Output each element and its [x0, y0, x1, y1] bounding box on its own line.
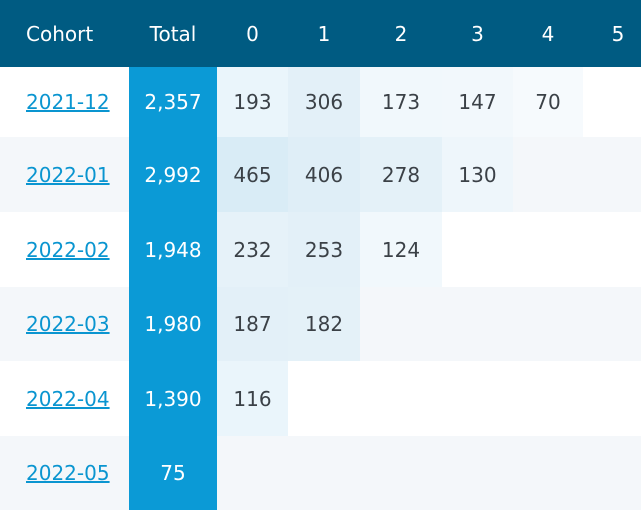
value-cell — [583, 137, 641, 212]
header-period-1[interactable]: 1 — [317, 21, 331, 46]
cohort-cell: 2022-05 — [0, 436, 129, 510]
value-cell: 253 — [288, 212, 360, 287]
value-cell — [513, 361, 583, 436]
value-cell — [360, 436, 442, 510]
value-cell — [442, 287, 513, 361]
table-row: 2022-03 1,980 187 182 — [0, 287, 641, 361]
table-row: 2022-04 1,390 116 — [0, 361, 641, 436]
cohort-cell: 2022-01 — [0, 137, 129, 212]
cohort-cell: 2021-12 — [0, 67, 129, 137]
value-cell — [513, 287, 583, 361]
value-cell: 173 — [360, 67, 442, 137]
table-row: 2022-01 2,992 465 406 278 130 — [0, 137, 641, 212]
table-row: 2022-05 75 — [0, 436, 641, 510]
header-period-2[interactable]: 2 — [394, 21, 408, 46]
value-cell: 232 — [217, 212, 288, 287]
value-cell — [583, 67, 641, 137]
value-cell: 116 — [217, 361, 288, 436]
header-period-3[interactable]: 3 — [471, 21, 484, 46]
table-header: Cohort Total 0 1 2 3 4 5 — [0, 0, 641, 67]
cohort-link[interactable]: 2022-05 — [26, 461, 110, 485]
value-cell: 182 — [288, 287, 360, 361]
value-cell — [288, 436, 360, 510]
header-cohort[interactable]: Cohort — [26, 21, 94, 46]
total-cell: 1,948 — [129, 212, 217, 287]
total-cell: 1,980 — [129, 287, 217, 361]
header-period-5[interactable]: 5 — [611, 21, 625, 46]
value-cell: 130 — [442, 137, 513, 212]
value-cell: 70 — [513, 67, 583, 137]
value-cell — [360, 361, 442, 436]
cohort-link[interactable]: 2022-01 — [26, 162, 110, 187]
value-cell — [442, 361, 513, 436]
value-cell — [583, 436, 641, 510]
header-period-0[interactable]: 0 — [246, 21, 259, 46]
value-cell: 465 — [217, 137, 288, 212]
cohort-link[interactable]: 2022-02 — [26, 237, 110, 262]
total-cell: 75 — [129, 436, 217, 510]
table-row: 2022-02 1,948 232 253 124 — [0, 212, 641, 287]
table-row: 2021-12 2,357 193 306 173 147 70 — [0, 67, 641, 137]
value-cell — [513, 212, 583, 287]
cohort-link[interactable]: 2021-12 — [26, 90, 110, 114]
header-total[interactable]: Total — [149, 21, 197, 46]
value-cell — [288, 361, 360, 436]
total-cell: 1,390 — [129, 361, 217, 436]
cohort-cell: 2022-03 — [0, 287, 129, 361]
cohort-link[interactable]: 2022-03 — [26, 312, 110, 336]
cohort-cell: 2022-04 — [0, 361, 129, 436]
value-cell: 306 — [288, 67, 360, 137]
value-cell — [513, 436, 583, 510]
cohort-link[interactable]: 2022-04 — [26, 386, 110, 411]
value-cell: 147 — [442, 67, 513, 137]
total-cell: 2,992 — [129, 137, 217, 212]
value-cell: 193 — [217, 67, 288, 137]
value-cell — [583, 212, 641, 287]
total-cell: 2,357 — [129, 67, 217, 137]
value-cell — [217, 436, 288, 510]
cohort-cell: 2022-02 — [0, 212, 129, 287]
header-period-4[interactable]: 4 — [541, 21, 555, 46]
value-cell — [442, 212, 513, 287]
value-cell — [583, 361, 641, 436]
value-cell — [442, 436, 513, 510]
value-cell: 406 — [288, 137, 360, 212]
value-cell: 187 — [217, 287, 288, 361]
value-cell — [583, 287, 641, 361]
value-cell — [513, 137, 583, 212]
value-cell — [360, 287, 442, 361]
value-cell: 124 — [360, 212, 442, 287]
value-cell: 278 — [360, 137, 442, 212]
